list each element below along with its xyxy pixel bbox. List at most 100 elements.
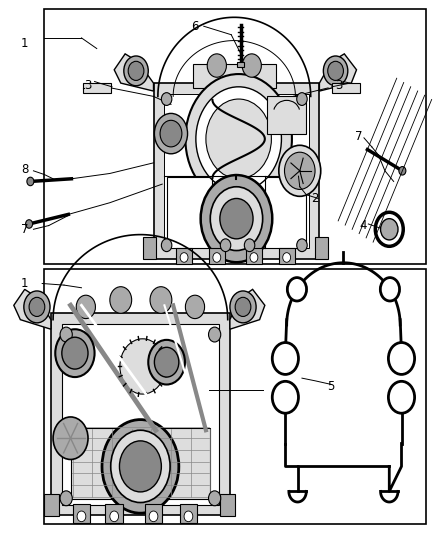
Text: 3: 3 [336, 79, 343, 92]
Circle shape [60, 491, 72, 506]
Bar [143, 237, 155, 259]
Bar [164, 94, 308, 248]
Bar [246, 248, 262, 264]
Bar [153, 83, 319, 259]
Bar [180, 504, 197, 523]
Circle shape [244, 239, 255, 252]
Bar [145, 504, 162, 523]
Bar [193, 64, 276, 88]
Circle shape [208, 491, 221, 506]
Circle shape [389, 343, 415, 374]
Bar [176, 248, 192, 264]
Circle shape [220, 239, 231, 252]
Text: 2: 2 [311, 192, 319, 205]
Bar [315, 237, 328, 259]
Bar [44, 269, 426, 524]
Circle shape [208, 327, 221, 342]
Circle shape [111, 430, 170, 503]
Circle shape [272, 343, 298, 374]
Circle shape [210, 187, 263, 251]
Circle shape [161, 239, 172, 252]
Polygon shape [230, 289, 265, 329]
Bar [83, 83, 111, 93]
Bar [220, 494, 235, 516]
Circle shape [213, 253, 221, 262]
Circle shape [220, 198, 253, 239]
Circle shape [285, 152, 315, 189]
Circle shape [283, 253, 290, 262]
Circle shape [128, 61, 144, 80]
Circle shape [380, 278, 399, 301]
Circle shape [110, 287, 132, 313]
Circle shape [160, 120, 182, 147]
Bar [279, 248, 294, 264]
Circle shape [185, 295, 205, 319]
Text: 6: 6 [191, 20, 199, 33]
Circle shape [230, 291, 256, 323]
Circle shape [375, 212, 403, 246]
Circle shape [184, 511, 193, 522]
Text: 1: 1 [21, 277, 28, 290]
Circle shape [185, 74, 292, 204]
Circle shape [201, 175, 272, 262]
Text: 5: 5 [327, 379, 334, 393]
Text: 7: 7 [355, 130, 363, 143]
Circle shape [76, 295, 95, 319]
Circle shape [55, 329, 95, 377]
Text: 3: 3 [85, 79, 92, 92]
Polygon shape [114, 54, 153, 91]
Circle shape [196, 87, 282, 191]
Circle shape [29, 297, 45, 317]
Bar [106, 504, 123, 523]
Circle shape [279, 146, 321, 196]
Circle shape [154, 114, 187, 154]
Circle shape [207, 54, 226, 77]
Circle shape [328, 61, 343, 80]
Bar [332, 83, 360, 93]
Circle shape [148, 340, 185, 384]
Circle shape [242, 54, 261, 77]
Bar [267, 96, 306, 134]
Polygon shape [319, 54, 357, 91]
Circle shape [235, 297, 251, 317]
Circle shape [120, 441, 161, 492]
Circle shape [24, 291, 50, 323]
Text: 7: 7 [21, 223, 28, 236]
Polygon shape [14, 289, 51, 329]
Circle shape [323, 56, 348, 86]
Circle shape [62, 337, 88, 369]
Circle shape [250, 253, 258, 262]
Bar [44, 9, 426, 264]
Circle shape [287, 278, 307, 301]
Circle shape [399, 166, 406, 175]
Text: 1: 1 [21, 37, 28, 50]
Bar [73, 504, 90, 523]
Circle shape [297, 239, 307, 252]
Bar [44, 494, 59, 516]
Circle shape [120, 339, 165, 394]
Circle shape [389, 381, 415, 413]
Bar [209, 248, 225, 264]
Bar [237, 62, 244, 67]
Circle shape [110, 511, 119, 522]
Circle shape [272, 381, 298, 413]
Circle shape [60, 327, 72, 342]
Circle shape [150, 287, 172, 313]
Circle shape [180, 253, 188, 262]
Bar [166, 177, 306, 248]
Text: 8: 8 [21, 163, 28, 176]
Circle shape [102, 419, 179, 513]
Circle shape [381, 219, 398, 240]
Bar [51, 313, 230, 515]
Circle shape [53, 417, 88, 459]
Circle shape [161, 93, 172, 106]
Bar [71, 427, 210, 499]
Circle shape [154, 348, 179, 377]
Circle shape [124, 56, 148, 86]
Circle shape [297, 93, 307, 106]
Circle shape [25, 220, 32, 228]
Circle shape [77, 511, 86, 522]
Bar [62, 324, 219, 505]
Text: 4: 4 [359, 219, 367, 231]
Circle shape [149, 511, 158, 522]
